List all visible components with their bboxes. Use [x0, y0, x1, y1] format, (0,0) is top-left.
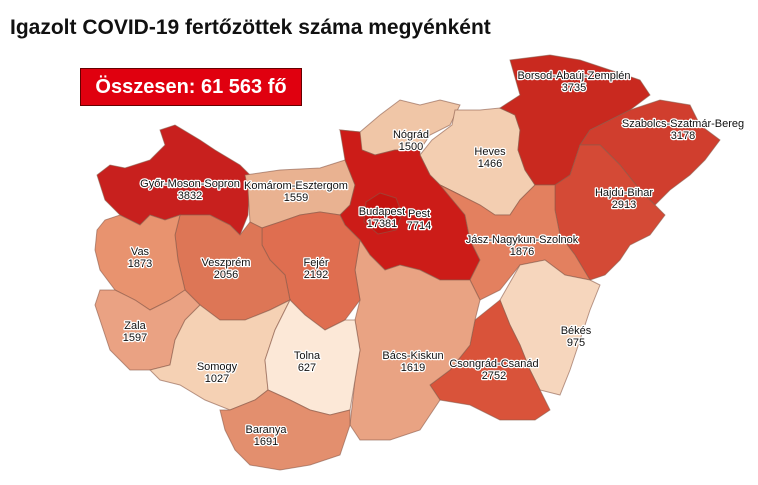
county-value-label: 3735 [562, 82, 586, 94]
county-vas [94, 214, 186, 311]
county-value-label: 975 [567, 337, 585, 349]
county-value-label: 3832 [178, 190, 202, 202]
county-name-label: Baranya [246, 424, 288, 436]
county-name-label: Heves [474, 146, 506, 158]
map-title: Igazolt COVID-19 fertőzöttek száma megyé… [10, 16, 491, 39]
county-name-label: Hajdú-Bihar [595, 187, 653, 199]
county-value-label: 2056 [214, 269, 238, 281]
county-value-label: 3178 [671, 130, 695, 142]
county-name-label: Veszprém [202, 257, 251, 269]
county-name-label: Győr-Moson-Sopron [140, 178, 240, 190]
county-value-label: 1691 [254, 436, 278, 448]
county-baranya [219, 389, 351, 471]
county-budapest [363, 192, 403, 235]
county-value-label: 1876 [510, 246, 534, 258]
county-name-label: Vas [131, 246, 150, 258]
county-value-label: 2752 [482, 370, 506, 382]
county-name-label: Budapest [359, 206, 405, 218]
county-value-label: 2192 [304, 269, 328, 281]
county-value-label: 17381 [367, 218, 398, 230]
county-name-label: Nógrád [393, 129, 429, 141]
county-name-label: Tolna [294, 350, 321, 362]
county-name-label: Jász-Nagykun-Szolnok [466, 234, 579, 246]
county-value-label: 1619 [401, 362, 425, 374]
county-value-label: 1500 [399, 141, 423, 153]
county-value-label: 2913 [612, 199, 636, 211]
county-value-label: 1466 [478, 158, 502, 170]
county-name-label: Békés [561, 325, 592, 337]
county-name-label: Komárom-Esztergom [244, 180, 348, 192]
county-name-label: Borsod-Abaúj-Zemplén [517, 70, 630, 82]
county-name-label: Szabolcs-Szatmár-Bereg [622, 118, 744, 130]
county-value-label: 1597 [123, 332, 147, 344]
county-value-label: 1027 [205, 373, 229, 385]
county-value-label: 627 [298, 362, 316, 374]
total-badge: Összesen: 61 563 fő [80, 68, 302, 106]
county-name-label: Zala [124, 320, 146, 332]
county-value-label: 1559 [284, 192, 308, 204]
county-jasz [439, 184, 592, 301]
county-name-label: Csongrád-Csanád [449, 358, 538, 370]
county-name-label: Somogy [197, 361, 238, 373]
county-name-label: Pest [408, 208, 430, 220]
county-value-label: 1873 [128, 258, 152, 270]
county-value-label: 7714 [407, 220, 431, 232]
county-name-label: Bács-Kiskun [382, 350, 443, 362]
county-name-label: Fejér [303, 257, 328, 269]
